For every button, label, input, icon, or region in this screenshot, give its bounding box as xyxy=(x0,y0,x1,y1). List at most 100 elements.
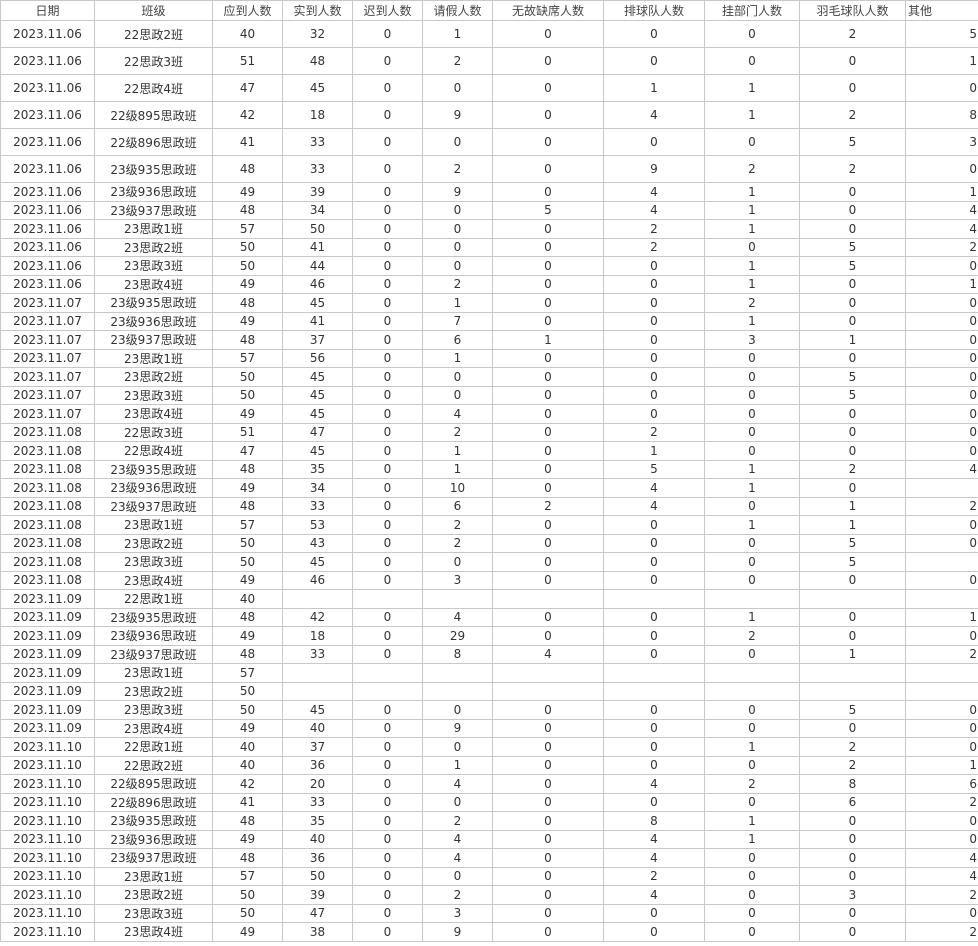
column-header[interactable]: 日期 xyxy=(0,0,95,21)
table-cell[interactable]: 48 xyxy=(212,811,283,831)
table-cell[interactable]: 0 xyxy=(603,737,705,757)
table-cell[interactable]: 0 xyxy=(905,256,978,276)
table-cell[interactable]: 0 xyxy=(799,718,906,738)
table-cell[interactable]: 3 xyxy=(905,128,978,156)
table-cell[interactable]: 5 xyxy=(799,552,906,572)
table-cell[interactable]: 2023.11.07 xyxy=(0,311,95,331)
table-cell[interactable]: 0 xyxy=(492,737,604,757)
table-cell[interactable]: 0 xyxy=(799,219,906,239)
table-cell[interactable]: 0 xyxy=(704,922,800,942)
table-cell[interactable]: 0 xyxy=(352,330,423,350)
table-cell[interactable]: 57 xyxy=(212,866,283,886)
table-cell[interactable]: 0 xyxy=(905,533,978,553)
table-cell[interactable]: 0 xyxy=(905,367,978,387)
table-cell[interactable]: 1 xyxy=(704,515,800,535)
table-cell[interactable]: 1 xyxy=(799,515,906,535)
table-cell[interactable]: 23思政4班 xyxy=(94,922,213,942)
table-cell[interactable] xyxy=(492,681,604,701)
table-cell[interactable]: 43 xyxy=(282,533,353,553)
table-cell[interactable]: 0 xyxy=(905,330,978,350)
table-cell[interactable]: 0 xyxy=(905,829,978,849)
table-cell[interactable]: 1 xyxy=(704,829,800,849)
table-cell[interactable]: 2 xyxy=(422,274,493,294)
table-cell[interactable]: 0 xyxy=(603,607,705,627)
table-cell[interactable]: 0 xyxy=(799,47,906,75)
table-cell[interactable]: 0 xyxy=(352,256,423,276)
table-cell[interactable]: 2023.11.07 xyxy=(0,348,95,368)
table-cell[interactable]: 23思政2班 xyxy=(94,367,213,387)
table-cell[interactable]: 0 xyxy=(492,515,604,535)
table-cell[interactable]: 0 xyxy=(352,570,423,590)
table-cell[interactable]: 46 xyxy=(282,570,353,590)
table-cell[interactable]: 9 xyxy=(422,922,493,942)
table-cell[interactable]: 47 xyxy=(282,422,353,442)
table-cell[interactable]: 35 xyxy=(282,811,353,831)
table-cell[interactable]: 0 xyxy=(905,404,978,424)
table-cell[interactable]: 57 xyxy=(212,219,283,239)
table-cell[interactable]: 0 xyxy=(704,755,800,775)
table-cell[interactable]: 1 xyxy=(704,737,800,757)
table-cell[interactable]: 0 xyxy=(492,422,604,442)
table-cell[interactable] xyxy=(704,589,800,609)
table-cell[interactable]: 22思政4班 xyxy=(94,74,213,102)
table-cell[interactable]: 5 xyxy=(905,20,978,48)
table-cell[interactable]: 44 xyxy=(282,256,353,276)
table-cell[interactable]: 1 xyxy=(799,496,906,516)
table-cell[interactable]: 47 xyxy=(282,903,353,923)
table-cell[interactable]: 0 xyxy=(603,755,705,775)
table-cell[interactable]: 5 xyxy=(799,237,906,257)
table-cell[interactable]: 48 xyxy=(212,330,283,350)
table-cell[interactable]: 2 xyxy=(422,885,493,905)
table-cell[interactable]: 0 xyxy=(492,774,604,794)
table-cell[interactable]: 0 xyxy=(603,385,705,405)
table-cell[interactable]: 0 xyxy=(492,441,604,461)
table-cell[interactable]: 2023.11.10 xyxy=(0,922,95,942)
table-cell[interactable]: 0 xyxy=(352,607,423,627)
table-cell[interactable]: 0 xyxy=(422,737,493,757)
table-cell[interactable]: 2023.11.08 xyxy=(0,478,95,498)
table-cell[interactable]: 41 xyxy=(212,792,283,812)
table-cell[interactable]: 0 xyxy=(492,256,604,276)
table-cell[interactable]: 40 xyxy=(212,20,283,48)
table-cell[interactable]: 0 xyxy=(352,128,423,156)
table-cell[interactable]: 2 xyxy=(603,422,705,442)
table-cell[interactable]: 5 xyxy=(492,200,604,220)
table-cell[interactable]: 1 xyxy=(905,182,978,202)
table-cell[interactable]: 2 xyxy=(799,20,906,48)
table-cell[interactable]: 0 xyxy=(799,274,906,294)
table-cell[interactable]: 4 xyxy=(603,478,705,498)
table-cell[interactable]: 1 xyxy=(603,441,705,461)
table-cell[interactable]: 1 xyxy=(704,274,800,294)
table-cell[interactable]: 2023.11.08 xyxy=(0,515,95,535)
table-cell[interactable]: 0 xyxy=(492,922,604,942)
table-cell[interactable]: 23思政2班 xyxy=(94,885,213,905)
table-cell[interactable]: 0 xyxy=(603,47,705,75)
table-cell[interactable]: 2023.11.08 xyxy=(0,496,95,516)
table-cell[interactable]: 4 xyxy=(603,182,705,202)
table-cell[interactable]: 0 xyxy=(492,570,604,590)
table-cell[interactable]: 39 xyxy=(282,885,353,905)
table-cell[interactable]: 9 xyxy=(422,182,493,202)
column-header[interactable]: 请假人数 xyxy=(422,0,493,21)
table-cell[interactable]: 50 xyxy=(212,237,283,257)
table-cell[interactable]: 0 xyxy=(905,570,978,590)
table-cell[interactable]: 6 xyxy=(422,330,493,350)
table-cell[interactable]: 22思政1班 xyxy=(94,589,213,609)
table-cell[interactable]: 0 xyxy=(603,626,705,646)
table-cell[interactable]: 46 xyxy=(282,274,353,294)
table-cell[interactable]: 40 xyxy=(282,829,353,849)
table-cell[interactable]: 0 xyxy=(422,74,493,102)
table-cell[interactable]: 48 xyxy=(212,459,283,479)
table-cell[interactable]: 1 xyxy=(704,478,800,498)
table-cell[interactable]: 0 xyxy=(352,20,423,48)
table-cell[interactable]: 0 xyxy=(704,441,800,461)
table-cell[interactable]: 0 xyxy=(603,533,705,553)
table-cell[interactable]: 4 xyxy=(905,866,978,886)
table-cell[interactable]: 2023.11.10 xyxy=(0,848,95,868)
table-cell[interactable]: 2 xyxy=(905,885,978,905)
table-cell[interactable]: 0 xyxy=(704,348,800,368)
table-cell[interactable]: 0 xyxy=(352,293,423,313)
table-cell[interactable]: 0 xyxy=(704,903,800,923)
table-cell[interactable]: 50 xyxy=(212,552,283,572)
table-cell[interactable]: 0 xyxy=(603,256,705,276)
